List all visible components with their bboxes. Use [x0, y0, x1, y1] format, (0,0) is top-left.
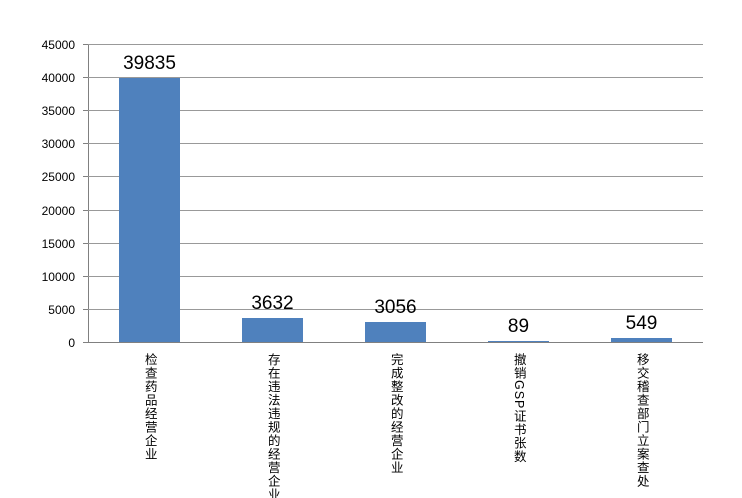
bar-value-label: 39835	[123, 53, 176, 75]
y-axis-tick	[83, 275, 88, 277]
x-axis-category-label: 移交稽查部门立案查处	[634, 353, 649, 488]
y-axis-tick-label: 35000	[41, 104, 75, 119]
y-axis-tick	[83, 77, 88, 79]
gridline	[88, 176, 703, 178]
gridline	[88, 77, 703, 79]
y-axis-tick-label: 25000	[41, 170, 75, 185]
x-axis: 检查药品经营企业 存在违法违规的经营企业 完成整改的经营企业 撤销GSP证书张数 移交稽…	[88, 342, 703, 498]
x-axis-category-label: 存在违法违规的经营企业	[265, 353, 280, 498]
y-axis-tick-label: 20000	[41, 203, 75, 218]
y-axis-tick-label: 0	[68, 336, 75, 350]
gridline	[88, 44, 703, 45]
y-axis-tick-label: 40000	[41, 71, 75, 86]
y-axis: 0 5000 10000 15000 20000 25000 30000 35000 40000…	[0, 39, 83, 349]
gridline	[88, 242, 703, 244]
y-axis-tick	[83, 110, 88, 112]
y-axis-tick	[83, 308, 88, 310]
bar	[488, 340, 549, 342]
y-axis-tick	[83, 44, 88, 45]
gridline	[88, 308, 703, 310]
y-axis-tick-label: 10000	[41, 269, 75, 284]
gridline	[88, 275, 703, 277]
y-axis-tick-label: 45000	[41, 38, 75, 52]
y-axis-tick-label: 30000	[41, 137, 75, 152]
x-axis-category-label: 撤销GSP证书张数	[511, 353, 526, 464]
bar	[119, 78, 180, 342]
gridline	[88, 209, 703, 211]
y-axis-tick	[83, 176, 88, 178]
x-axis-category-label: 检查药品经营企业	[142, 353, 157, 461]
gridline	[88, 110, 703, 112]
y-axis-tick	[83, 342, 88, 343]
bar-value-label: 89	[507, 315, 530, 337]
y-axis-line	[88, 44, 89, 343]
x-axis-category-label: 完成整改的经营企业	[388, 353, 403, 475]
x-axis-line	[88, 342, 703, 343]
bar-value-label: 3056	[374, 296, 417, 318]
y-axis-tick	[83, 209, 88, 211]
bar-value-label: 3632	[251, 292, 294, 314]
gridline	[88, 143, 703, 145]
plot-area: 39835 3632 3056 89 549	[83, 44, 703, 343]
y-axis-tick	[83, 143, 88, 145]
bar-value-label: 549	[625, 313, 658, 335]
bar	[611, 338, 672, 342]
y-axis-tick-label: 5000	[48, 302, 75, 317]
bar	[242, 317, 303, 342]
bar	[365, 321, 426, 342]
y-axis-tick	[83, 242, 88, 244]
y-axis-tick-label: 15000	[41, 236, 75, 251]
